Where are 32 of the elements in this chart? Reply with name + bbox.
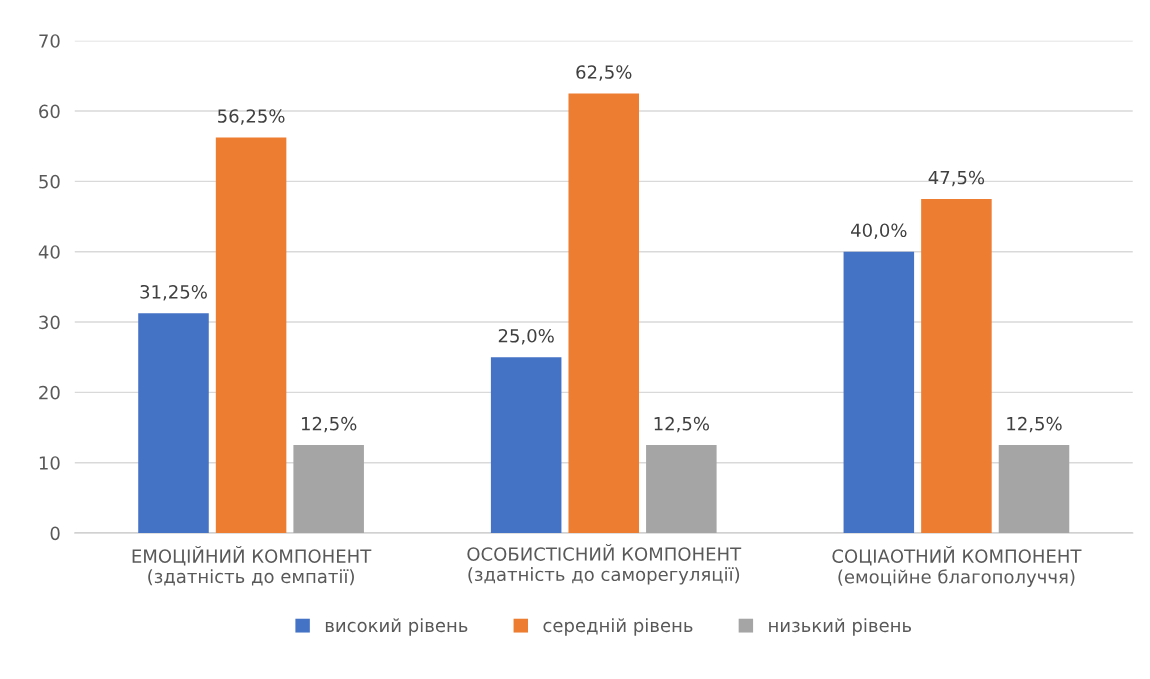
bar	[138, 313, 209, 534]
y-tick-label: 10	[39, 456, 60, 470]
y-tick-label: 30	[39, 315, 60, 330]
data-label: 31,25%	[140, 284, 207, 301]
x-tick-label: ОСОБИСТІСНИЙ КОМПОНЕНТ (здатність до саморегуляції)	[467, 543, 742, 585]
bar	[568, 93, 640, 534]
bar	[646, 445, 717, 534]
bar	[843, 251, 915, 534]
legend-label: низький рівень	[769, 618, 912, 636]
data-label: 12,5%	[654, 416, 710, 433]
y-tick-label: 0	[50, 526, 60, 541]
y-tick-label: 60	[39, 104, 60, 119]
bar	[215, 137, 287, 534]
legend-label: високий рівень	[325, 618, 468, 636]
y-tick-label: 40	[38, 245, 60, 259]
data-label: 12,5%	[1007, 416, 1062, 433]
y-tick-label: 50	[39, 174, 60, 189]
bar	[490, 357, 562, 534]
x-tick-label: ЕМОЦІЙНИЙ КОМПОНЕНТ (здатність до емпатії)	[132, 545, 372, 586]
y-tick-label: 20	[39, 385, 60, 400]
data-label: 25,0%	[498, 328, 554, 345]
y-tick-label: 70	[39, 34, 60, 48]
bar	[293, 445, 364, 534]
data-label: 62,5%	[576, 65, 632, 81]
data-label: 12,5%	[301, 416, 357, 433]
bar	[921, 198, 992, 534]
data-label: 47,5%	[928, 170, 985, 187]
data-label: 56,25%	[218, 109, 285, 125]
bar	[998, 445, 1070, 534]
data-label: 40,0%	[851, 223, 907, 239]
x-tick-label: СОЦІАОТНИЙ КОМПОНЕНТ (емоційне благополуччя)	[832, 545, 1082, 588]
legend-label: середній рівень	[543, 618, 693, 636]
